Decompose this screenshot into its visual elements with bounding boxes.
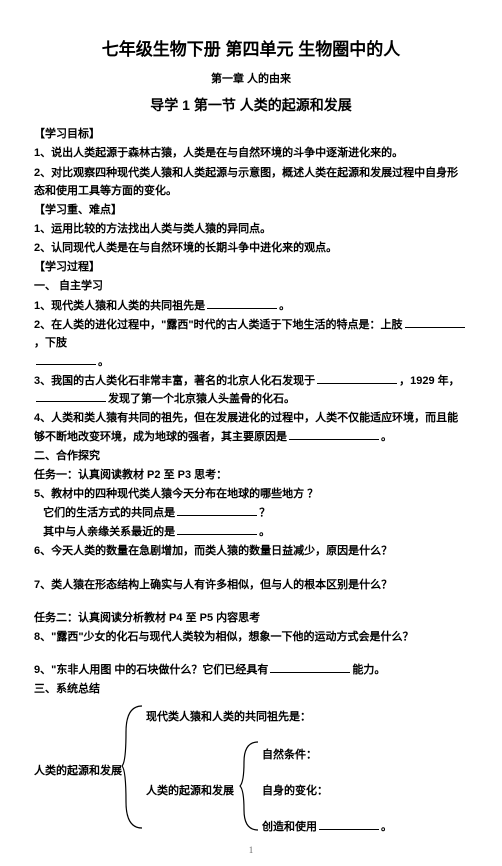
q9-suffix: 能力。 (352, 664, 385, 676)
page-number: 1 (0, 843, 502, 858)
blank (317, 372, 397, 384)
q3-suffix: 发现了第一个北京猿人头盖骨的化石。 (108, 393, 295, 405)
task-1-heading: 任务一：认真阅读教材 P2 至 P3 思考： (34, 466, 468, 484)
heading-study-goal: 【学习目标】 (34, 125, 468, 143)
blank (405, 316, 465, 328)
heading-self-study: 一、 自主学习 (34, 277, 468, 295)
bracket-sub (238, 738, 260, 834)
summary-tree: 人类的起源和发展 现代类人猿和人类的共同祖先是： 自然条件： 人类的起源和发展 … (34, 706, 468, 846)
difficulty-item-2: 2、认同现代人类是在与自然环境的长期斗争中进化来的观点。 (34, 239, 468, 257)
question-7: 7、类人猿在形态结构上确实与人有许多相似，但与人的根本区别是什么？ (34, 576, 468, 594)
q5-sub1-text: 它们的生活方式的共同点是 (43, 507, 175, 519)
q2-prefix: 2、在人类的进化过程中，"露西"时代的古人类适于下地生活的特点是：上肢 (34, 319, 403, 331)
tree-leaf-2: 自身的变化： (262, 782, 328, 800)
question-3: 3、我国的古人类化石非常丰富，著名的北京人化石发现于 ，1929 年， 发现了第一个… (34, 372, 468, 408)
heading-difficulty: 【学习重、难点】 (34, 201, 468, 219)
title-chapter: 第一章 人的由来 (34, 70, 468, 88)
document-page: 七年级生物下册 第四单元 生物圈中的人 第一章 人的由来 导学 1 第一节 人类… (0, 0, 502, 866)
blank (177, 523, 257, 535)
goal-item-1: 1、说出人类起源于森林古猿，人类是在与自然环境的斗争中逐渐进化来的。 (34, 144, 468, 162)
heading-coop: 二、合作探究 (34, 447, 468, 465)
blank (36, 390, 106, 402)
q3-mid: ，1929 年， (399, 375, 460, 387)
spacer (34, 647, 468, 661)
question-5-sub2: 其中与人亲缘关系最近的是。 (34, 523, 468, 541)
tree-root-label: 人类的起源和发展 (34, 762, 122, 780)
blank (36, 353, 96, 365)
q9-prefix: 9、"东非人用图 中的石块做什么？它们已经具有 (34, 664, 268, 676)
question-5: 5、教材中的四种现代类人猿今天分布在地球的哪些地方 ？ (34, 485, 468, 503)
title-main: 七年级生物下册 第四单元 生物圈中的人 (34, 36, 468, 64)
heading-summary: 三、系统总结 (34, 680, 468, 698)
q4-text: 4、人类和类人猿有共同的祖先，但在发展进化的过程中，人类不仅能适应环境，而且能够… (34, 412, 458, 442)
tree-leaf-1: 自然条件： (262, 746, 317, 764)
blank (319, 818, 379, 830)
bracket-main (120, 702, 144, 832)
blank (177, 504, 257, 516)
difficulty-item-1: 1、运用比较的方法找出人类与类人猿的异同点。 (34, 220, 468, 238)
tree-leaf-3-text: 创造和使用 (262, 821, 317, 833)
q3-prefix: 3、我国的古人类化石非常丰富，著名的北京人化石发现于 (34, 375, 315, 387)
question-9: 9、"东非人用图 中的石块做什么？它们已经具有 能力。 (34, 661, 468, 679)
title-section: 导学 1 第一节 人类的起源和发展 (34, 94, 468, 117)
question-1: 1、现代类人猿和人类的共同祖先是。 (34, 297, 468, 315)
task-2-heading: 任务二：认真阅读分析教材 P4 至 P5 内容思考 (34, 609, 468, 627)
q2-suffix: ，下肢 (34, 337, 67, 349)
blank (289, 428, 379, 440)
question-4: 4、人类和类人猿有共同的祖先，但在发展进化的过程中，人类不仅能适应环境，而且能够… (34, 409, 468, 445)
question-8: 8、"露西"少女的化石与现代人类较为相似，想象一下他的运动方式会是什么？ (34, 628, 468, 646)
question-6: 6、今天人类的数量在急剧增加，而类人猿的数量日益减少，原因是什么？ (34, 542, 468, 560)
blank (270, 661, 350, 673)
spacer (34, 595, 468, 609)
goal-item-2: 2、对比观察四种现代类人猿和人类起源与示意图，概述人类在起源和发展过程中自身形态… (34, 164, 468, 200)
heading-process: 【学习过程】 (34, 258, 468, 276)
tree-branch-2: 人类的起源和发展 (146, 782, 234, 800)
question-5-sub1: 它们的生活方式的共同点是？ (34, 504, 468, 522)
blank (207, 297, 277, 309)
q1-text: 1、现代类人猿和人类的共同祖先是 (34, 300, 205, 312)
q5-sub2-text: 其中与人亲缘关系最近的是 (43, 526, 175, 538)
spacer (34, 562, 468, 576)
question-2: 2、在人类的进化过程中，"露西"时代的古人类适于下地生活的特点是：上肢 ，下肢 (34, 316, 468, 352)
tree-leaf-3: 创造和使用。 (262, 818, 392, 836)
question-2-cont: 。 (34, 353, 468, 371)
